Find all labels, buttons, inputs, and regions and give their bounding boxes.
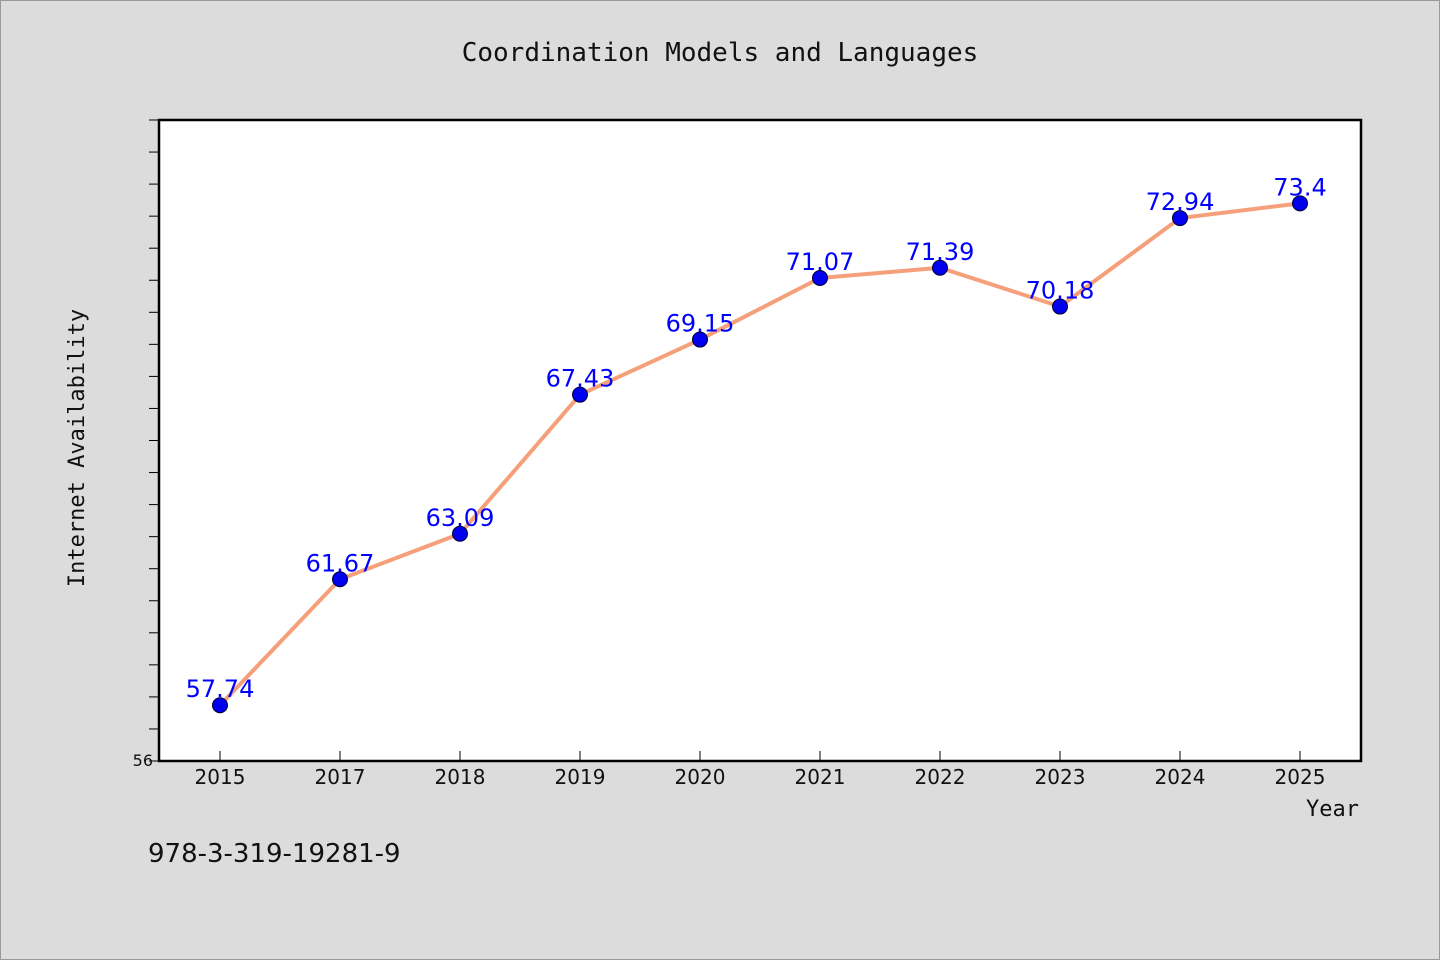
x-axis-ticks: 2015 2017 2018 2019 2020 2021 2022 2023 2024 2025 [195, 751, 1326, 789]
data-point [212, 697, 228, 714]
data-point [692, 331, 708, 348]
data-series: 57.74 61.67 63.09 67.43 69.15 71.07 71.39 70.18… [186, 173, 1327, 714]
x-tick-label: 2019 [555, 765, 606, 789]
data-label: 63.09 [426, 504, 495, 532]
data-label: 57.74 [186, 675, 255, 703]
x-tick-label: 2025 [1275, 765, 1326, 789]
data-point [1052, 298, 1068, 315]
x-tick-label: 2024 [1155, 765, 1206, 789]
y-axis-ticks: 56 [133, 119, 159, 770]
plot-area [157, 118, 1363, 763]
data-point [932, 259, 948, 276]
data-label: 73.4 [1273, 173, 1326, 201]
data-point [812, 270, 828, 287]
series-line [218, 201, 1301, 707]
data-point [1172, 210, 1188, 227]
data-label: 67.43 [546, 365, 615, 393]
data-label: 69.15 [666, 310, 735, 338]
x-tick-label: 2017 [315, 765, 366, 789]
chart-title: Coordination Models and Languages [462, 38, 979, 68]
identifier-note: 978-3-319-19281-9 [148, 839, 401, 869]
data-point [332, 571, 348, 588]
x-tick-label: 2020 [675, 765, 726, 789]
x-tick-label: 2018 [435, 765, 486, 789]
x-tick-label: 2015 [195, 765, 246, 789]
data-label: 71.07 [786, 248, 855, 276]
data-label: 72.94 [1146, 188, 1215, 216]
data-point [572, 386, 588, 403]
x-tick-label: 2021 [795, 765, 846, 789]
x-axis-label: Year [1306, 797, 1359, 822]
data-label: 70.18 [1026, 277, 1095, 305]
data-point [452, 525, 468, 542]
data-point [1292, 195, 1308, 212]
data-label: 71.39 [906, 238, 975, 266]
x-tick-label: 2022 [915, 765, 966, 789]
x-tick-label: 2023 [1035, 765, 1086, 789]
y-tick-label: 56 [133, 751, 153, 770]
data-label: 61.67 [306, 549, 375, 577]
y-axis-label: Internet Availability [65, 309, 90, 587]
